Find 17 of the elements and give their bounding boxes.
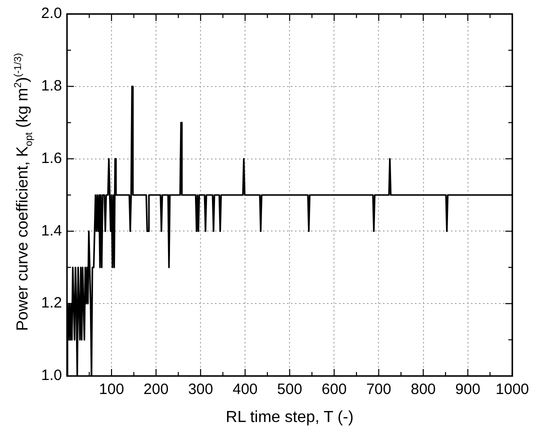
x-tick-label: 800 [410, 381, 436, 398]
x-tick-label: 600 [322, 381, 347, 398]
x-tick-label: 200 [144, 381, 169, 398]
x-tick-label: 500 [277, 381, 302, 398]
y-tick-label: 1.2 [41, 294, 62, 312]
x-tick-label: 700 [366, 381, 392, 398]
y-tick-label: 1.4 [41, 222, 62, 240]
x-tick-label: 100 [99, 381, 124, 398]
y-tick-label: 2.0 [41, 5, 62, 22]
x-axis-title: RL time step, T (-) [226, 408, 354, 426]
y-tick-label: 1.8 [41, 78, 62, 95]
x-tick-label: 300 [188, 381, 214, 398]
y-tick-label: 1.0 [41, 367, 62, 384]
x-tick-label: 900 [455, 381, 480, 398]
y-tick-label: 1.6 [41, 150, 62, 167]
x-tick-label: 1000 [496, 381, 530, 398]
x-tick-label: 400 [232, 381, 258, 398]
